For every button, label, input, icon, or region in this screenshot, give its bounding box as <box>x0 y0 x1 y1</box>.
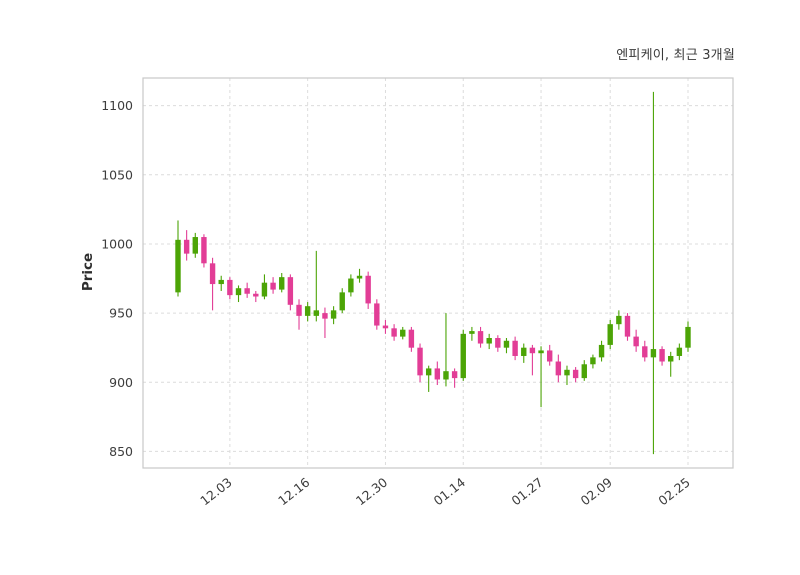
candle-body <box>235 288 242 296</box>
y-tick-label: 1100 <box>101 98 133 113</box>
candle-body <box>538 350 544 354</box>
chart-title: 엔피케이, 최근 3개월 <box>616 48 735 63</box>
candle-body <box>624 315 631 337</box>
candle-body <box>529 347 536 354</box>
candle-body <box>555 361 562 376</box>
candle-body <box>417 347 423 376</box>
candle-body <box>659 349 665 362</box>
candle-body <box>339 292 345 311</box>
candle-body <box>668 355 674 362</box>
x-tick-label: 02.09 <box>578 475 615 509</box>
candle-body <box>590 357 596 365</box>
candle-body <box>512 340 518 356</box>
candle-body <box>685 326 691 348</box>
candle-body <box>477 331 484 344</box>
candle-body <box>209 263 216 285</box>
candle-body <box>633 336 639 347</box>
candle-body <box>192 237 198 254</box>
candle-body <box>400 329 406 337</box>
candle-body <box>253 293 259 297</box>
candle-body <box>183 239 190 254</box>
y-tick-label: 1000 <box>101 236 133 251</box>
candle-body <box>434 368 441 380</box>
candle-body <box>598 344 605 358</box>
y-tick-label: 900 <box>109 375 133 390</box>
candle-body <box>443 371 449 380</box>
candle-body <box>279 277 285 290</box>
candle-body <box>676 347 683 356</box>
candle-body <box>460 333 466 379</box>
candle-body <box>503 340 510 348</box>
plot-border <box>142 77 734 469</box>
x-tick-label: 02.25 <box>655 475 692 509</box>
candle-body <box>218 279 224 285</box>
y-tick-label: 1050 <box>101 167 133 182</box>
x-tick-label: 01.27 <box>508 475 545 509</box>
candle-body <box>451 371 458 379</box>
candle-body <box>408 329 415 348</box>
candle-body <box>244 288 250 294</box>
candle-body <box>296 304 302 316</box>
candle-body <box>469 331 475 334</box>
candle-body <box>546 350 553 362</box>
candle-body <box>313 310 320 316</box>
candle-body <box>495 338 501 348</box>
candle-body <box>322 313 328 319</box>
candle-body <box>365 275 371 304</box>
candle-body <box>382 325 389 329</box>
y-tick-label: 850 <box>109 444 133 459</box>
candle-body <box>564 369 570 376</box>
candle-body <box>616 315 622 325</box>
candle-body <box>330 310 337 319</box>
candle-body <box>650 349 657 358</box>
candle-body <box>581 364 587 379</box>
candle-body <box>486 338 492 344</box>
candle-body <box>287 277 294 305</box>
candle-body <box>521 347 527 356</box>
candle-body <box>572 369 579 379</box>
candle-body <box>348 278 354 293</box>
x-tick-label: 12.03 <box>197 475 234 509</box>
candle-body <box>642 346 648 358</box>
y-tick-label: 950 <box>109 306 133 321</box>
x-tick-label: 12.16 <box>275 475 312 509</box>
candle-body <box>261 282 268 297</box>
candle-body <box>607 324 613 345</box>
candle-body <box>175 239 181 293</box>
x-tick-label: 01.14 <box>431 475 468 509</box>
candle-body <box>356 275 363 279</box>
candle-body <box>391 328 397 337</box>
candle-body <box>201 237 207 264</box>
candle-body <box>374 303 380 326</box>
candle-body <box>227 279 233 296</box>
x-tick-label: 12.30 <box>353 475 390 509</box>
candle-body <box>425 368 432 376</box>
candle-body <box>270 282 276 290</box>
candle-body <box>304 306 311 316</box>
